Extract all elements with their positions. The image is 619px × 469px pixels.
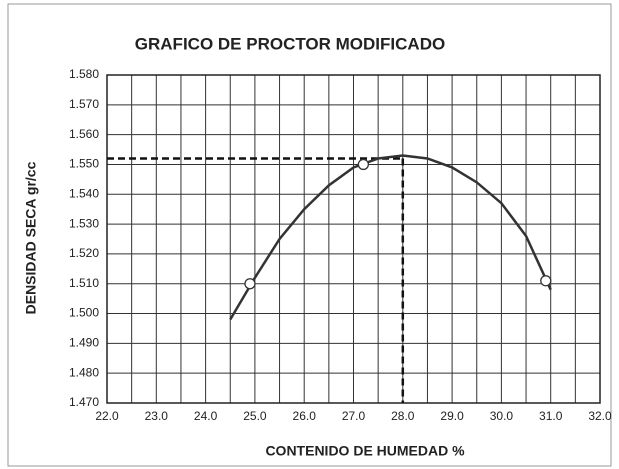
y-tick-label: 1.510 [69,276,99,290]
y-tick-label: 1.550 [69,157,99,171]
y-tick-label: 1.500 [69,306,99,320]
y-tick-label: 1.540 [69,186,99,200]
data-point [540,275,552,287]
x-tick-label: 29.0 [440,409,464,423]
y-tick-label: 1.570 [69,97,99,111]
y-tick-label: 1.530 [69,216,99,230]
y-tick-label: 1.490 [69,336,99,350]
y-axis-label: DENSIDAD SECA gr/cc [23,161,39,314]
compaction-curve [229,154,552,321]
y-tick-label: 1.470 [69,395,99,409]
x-tick-label: 23.0 [145,409,169,423]
x-tick-label: 31.0 [539,409,563,423]
y-tick-label: 1.560 [69,127,99,141]
x-tick-label: 28.0 [391,409,415,423]
y-tick-label: 1.580 [69,67,99,81]
y-tick-label: 1.480 [69,365,99,379]
chart-title: GRAFICO DE PROCTOR MODIFICADO [135,34,445,53]
x-tick-label: 27.0 [342,409,366,423]
plot-border [106,74,601,404]
x-tick-label: 22.0 [95,409,119,423]
x-axis-label: CONTENIDO DE HUMEDAD % [265,443,465,459]
data-point [244,278,256,290]
x-tick-label: 30.0 [490,409,514,423]
x-tick-label: 26.0 [293,409,317,423]
frame [7,3,612,467]
x-tick-label: 32.0 [588,409,612,423]
data-point [357,158,370,171]
x-tick-label: 25.0 [243,409,267,423]
x-tick-label: 24.0 [194,409,218,423]
y-tick-label: 1.520 [69,246,99,260]
